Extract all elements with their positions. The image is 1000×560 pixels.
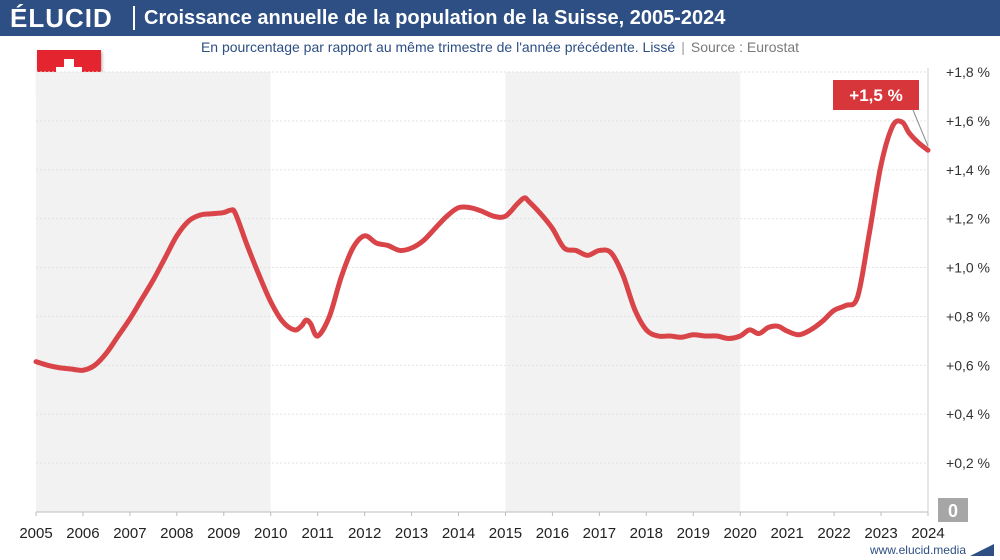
x-tick-label: 2022 xyxy=(817,525,850,542)
y-tick-label: +1,8 % xyxy=(946,64,990,80)
zero-box-bg xyxy=(938,498,968,522)
x-tick-label: 2009 xyxy=(207,525,240,542)
subtitle-separator: | xyxy=(681,39,685,55)
x-tick-label: 2016 xyxy=(536,525,569,542)
subtitle-text: En pourcentage par rapport au même trime… xyxy=(200,39,676,55)
brand-logo: ÉLUCID xyxy=(10,3,113,33)
label-connector xyxy=(912,109,929,147)
zero-label-box: 0 xyxy=(938,498,968,522)
shaded-band-0 xyxy=(36,72,271,512)
last-value-text: +1,5 % xyxy=(849,86,902,105)
x-tick-label: 2018 xyxy=(630,525,663,542)
zero-label: 0 xyxy=(948,501,958,521)
x-tick-label: 2011 xyxy=(302,525,334,542)
y-tick-label: +0,4 % xyxy=(946,406,990,422)
x-tick-label: 2017 xyxy=(583,525,616,542)
shaded-band-1 xyxy=(505,72,741,512)
last-value-label: +1,5 % xyxy=(833,80,929,147)
gridlines xyxy=(36,71,928,464)
y-tick-label: +1,4 % xyxy=(946,162,990,178)
chart-subtitle: En pourcentage par rapport au même trime… xyxy=(0,38,1000,56)
last-value-box xyxy=(833,80,919,110)
x-tick-label: 2013 xyxy=(395,525,428,542)
series-line xyxy=(33,118,931,373)
x-tick-label: 2019 xyxy=(677,525,710,542)
y-tick-label: +1,6 % xyxy=(946,113,990,129)
x-tick-label: 2005 xyxy=(19,525,52,542)
x-tick-label: 2008 xyxy=(160,525,193,542)
y-tick-label: +1,0 % xyxy=(946,260,990,276)
y-axis-ticks: +0,2 % +0,4 % +0,6 % +0,8 % +1,0 % +1,2 % +1,4… xyxy=(946,64,990,471)
shaded-bands xyxy=(36,72,741,512)
header-divider xyxy=(133,6,135,30)
x-tick-label: 2007 xyxy=(113,525,146,542)
chart-title: Croissance annuelle de la population de … xyxy=(144,7,726,29)
y-tick-label: +0,6 % xyxy=(946,357,990,373)
y-tick-label: +1,2 % xyxy=(946,211,990,227)
header-bar: ÉLUCID Croissance annuelle de la populat… xyxy=(0,0,1000,36)
x-tick-label: 2012 xyxy=(348,525,381,542)
x-tick-label: 2006 xyxy=(66,525,99,542)
x-tick-label: 2024 xyxy=(911,525,944,542)
x-tick-label: 2015 xyxy=(489,525,522,542)
x-tick-label: 2014 xyxy=(442,525,475,542)
x-axis-ticks: 2005 2006 2007 2008 2009 2010 2011 2012 2013 2014… xyxy=(19,512,945,542)
x-tick-label: 2023 xyxy=(864,525,897,542)
source-text: Source : Eurostat xyxy=(690,39,800,55)
x-tick-label: 2020 xyxy=(724,525,757,542)
y-tick-label: +0,8 % xyxy=(946,308,990,324)
x-tick-label: 2021 xyxy=(770,525,803,542)
y-tick-label: +0,2 % xyxy=(946,455,990,471)
elucid-mark-icon xyxy=(970,544,994,556)
footer-url[interactable]: www.elucid.media xyxy=(869,543,966,557)
x-tick-label: 2010 xyxy=(254,525,287,542)
